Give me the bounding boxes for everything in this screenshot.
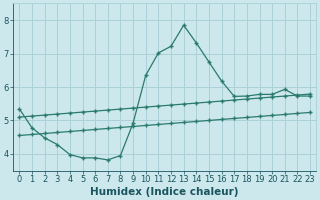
X-axis label: Humidex (Indice chaleur): Humidex (Indice chaleur) (91, 187, 239, 197)
